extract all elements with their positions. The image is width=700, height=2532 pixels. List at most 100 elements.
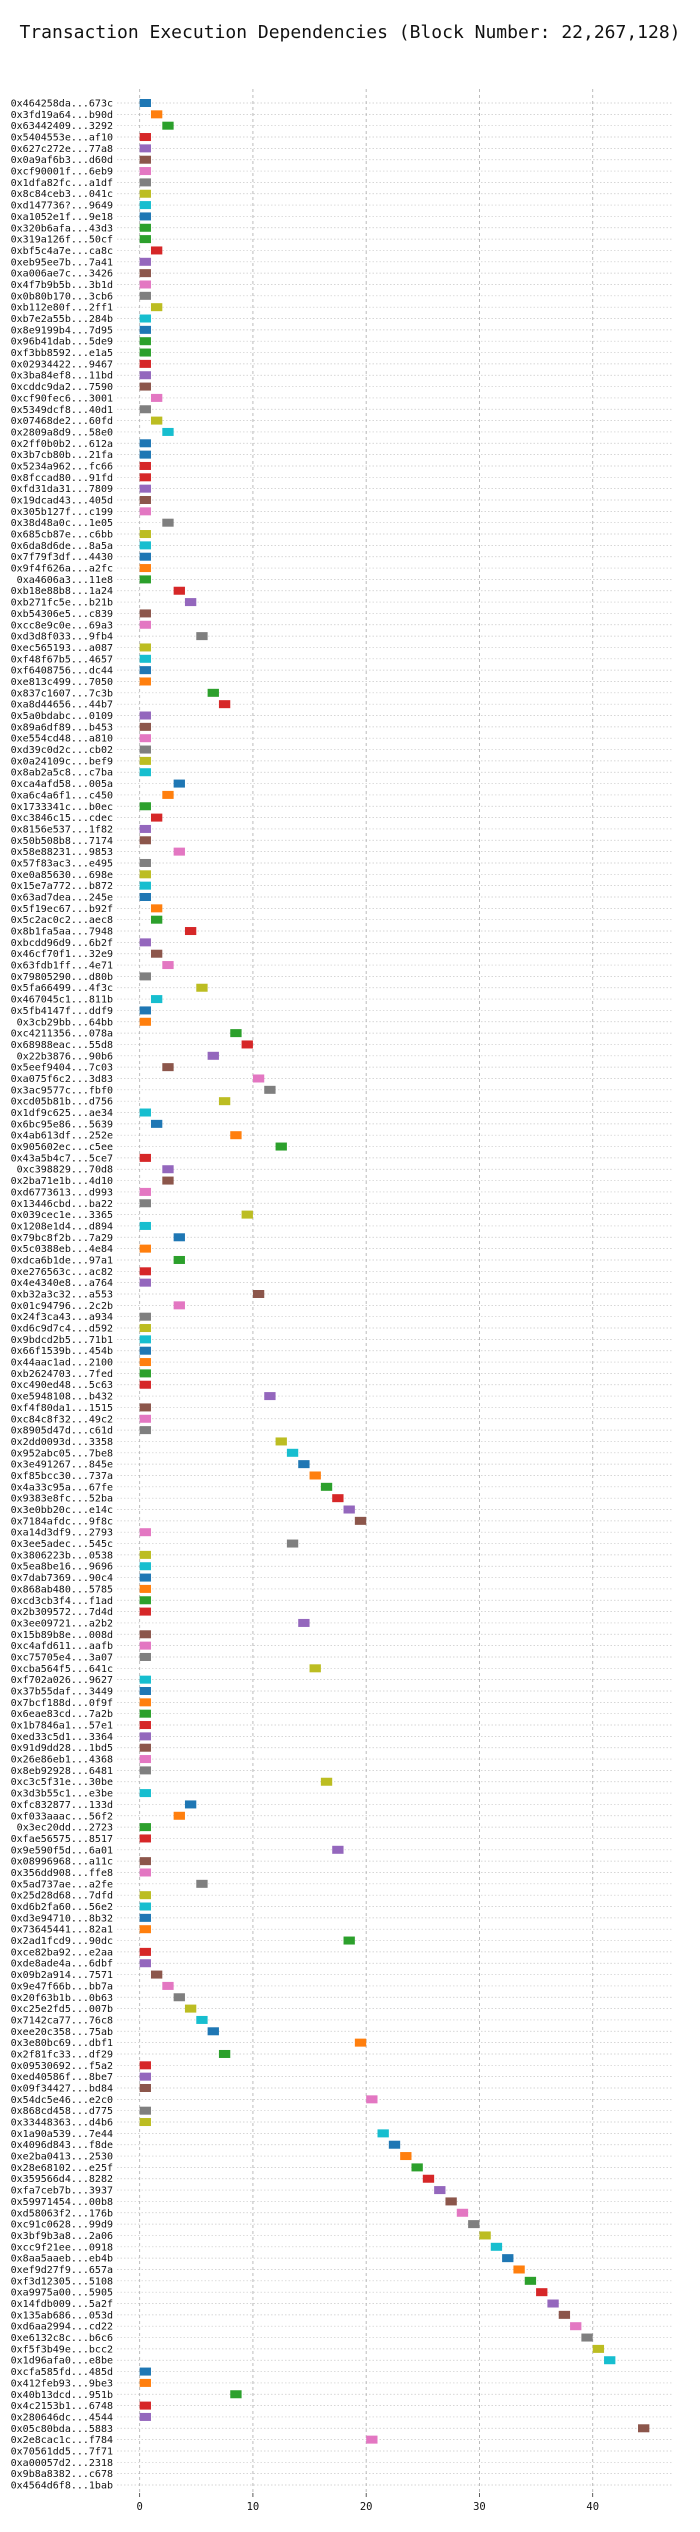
transaction-label: 0x25d28d68...7dfd bbox=[11, 1891, 113, 1902]
transaction-label: 0xa00057d2...2318 bbox=[11, 2458, 113, 2469]
transaction-label: 0x02934422...9467 bbox=[11, 359, 113, 370]
transaction-label: 0xfae56575...8517 bbox=[11, 1834, 113, 1845]
transaction-bar bbox=[354, 2038, 367, 2047]
transaction-bar bbox=[173, 779, 185, 788]
transaction-label: 0x0b80b170...3cb6 bbox=[11, 291, 113, 302]
transaction-bar bbox=[150, 949, 163, 958]
transaction-label: 0x09530692...f5a2 bbox=[11, 2061, 113, 2072]
transaction-bar bbox=[184, 598, 197, 607]
transaction-label: 0x26e86eb1...4368 bbox=[11, 1755, 113, 1766]
transaction-label: 0x63fdb1ff...4e71 bbox=[11, 961, 113, 972]
transaction-label: 0xee20c358...75ab bbox=[11, 2027, 113, 2038]
transaction-bar bbox=[196, 632, 208, 641]
transaction-bar bbox=[388, 2140, 401, 2149]
transaction-label: 0xbf5c4a7e...ca8c bbox=[11, 246, 113, 257]
transaction-label: 0xdca6b1de...97a1 bbox=[11, 1255, 113, 1266]
transaction-bar bbox=[241, 1210, 253, 1219]
transaction-label: 0x3ac9577c...fbf0 bbox=[11, 1085, 113, 1096]
transaction-bar bbox=[139, 575, 151, 584]
transaction-label: 0xf4f80da1...1515 bbox=[11, 1403, 113, 1414]
transaction-bar bbox=[230, 2390, 242, 2399]
transaction-bar bbox=[139, 1789, 151, 1798]
transaction-bar bbox=[524, 2276, 537, 2285]
transaction-bar bbox=[196, 2015, 208, 2024]
transaction-label: 0xa9975a00...5905 bbox=[11, 2288, 113, 2299]
transaction-label: 0x3ee5adec...545c bbox=[11, 1539, 113, 1550]
transaction-label: 0x2b309572...7d4d bbox=[11, 1607, 113, 1618]
transaction-label: 0x952abc05...7be8 bbox=[11, 1448, 113, 1459]
transaction-label: 0xc4211356...078a bbox=[11, 1029, 113, 1040]
transaction-label: 0x8ab2a5c8...c7ba bbox=[11, 768, 113, 779]
transaction-label: 0x319a126f...50cf bbox=[11, 235, 113, 246]
transaction-label: 0x09b2a914...7571 bbox=[11, 1970, 113, 1981]
transaction-bar bbox=[298, 1460, 310, 1469]
transaction-label: 0xfc832877...133d bbox=[11, 1800, 113, 1811]
transaction-bar bbox=[536, 2288, 548, 2297]
transaction-label: 0x039cec1e...3365 bbox=[11, 1210, 113, 1221]
transaction-label: 0x3b7cb80b...21fa bbox=[11, 450, 113, 461]
transaction-bar bbox=[218, 700, 231, 709]
transaction-bar bbox=[139, 541, 151, 550]
transaction-label: 0x22b3876...90b6 bbox=[17, 1051, 113, 1062]
transaction-bar bbox=[139, 881, 151, 890]
transaction-label: 0x96b41dab...5de9 bbox=[11, 337, 113, 348]
transaction-label: 0xc398829...70d8 bbox=[17, 1165, 113, 1176]
transaction-bar bbox=[139, 223, 151, 232]
grid-layer bbox=[117, 89, 672, 2493]
transaction-label: 0x9383e8fc...52ba bbox=[11, 1494, 113, 1505]
transaction-label: 0x0a9af6b3...d60d bbox=[11, 155, 113, 166]
transaction-label: 0xa075f6c2...3d83 bbox=[11, 1074, 113, 1085]
transaction-bar bbox=[139, 677, 151, 686]
transaction-label: 0x464258da...673c bbox=[11, 99, 113, 110]
transaction-label: 0x20f63b1b...0b63 bbox=[11, 1993, 113, 2004]
transaction-label: 0x8905d47d...c61d bbox=[11, 1426, 113, 1437]
transaction-label: 0xa14d3df9...2793 bbox=[11, 1528, 113, 1539]
transaction-bar bbox=[139, 1187, 151, 1196]
transaction-label: 0x1b7846a1...57e1 bbox=[11, 1721, 113, 1732]
transaction-label: 0xc25e2fd5...007b bbox=[11, 2004, 113, 2015]
transaction-bar bbox=[139, 359, 151, 368]
transaction-bar bbox=[309, 1664, 321, 1673]
transaction-bar bbox=[139, 824, 151, 833]
transaction-label: 0x8b1fa5aa...7948 bbox=[11, 927, 113, 938]
transaction-bar bbox=[150, 1119, 163, 1128]
transaction-bar bbox=[139, 1698, 151, 1707]
transaction-label: 0x79bc8f2b...7a29 bbox=[11, 1233, 113, 1244]
transaction-bar bbox=[139, 1959, 151, 1968]
transaction-bar bbox=[139, 768, 151, 777]
transaction-label: 0x868ab480...5785 bbox=[11, 1584, 113, 1595]
transaction-bar bbox=[139, 2412, 151, 2421]
transaction-bar bbox=[502, 2254, 514, 2263]
transaction-label: 0x7dab7369...90c4 bbox=[11, 1573, 113, 1584]
transaction-bar bbox=[445, 2197, 457, 2206]
transaction-label: 0x89a6df89...b453 bbox=[11, 722, 113, 733]
transaction-bar bbox=[558, 2310, 571, 2319]
transaction-bar bbox=[139, 530, 151, 539]
transaction-label: 0xcc9f21ee...0918 bbox=[11, 2242, 113, 2253]
transaction-label: 0x09f34427...bd84 bbox=[11, 2084, 113, 2095]
transaction-bar bbox=[139, 1199, 151, 1208]
transaction-label: 0x3ee09721...a2b2 bbox=[11, 1618, 113, 1629]
transaction-bar bbox=[139, 1244, 151, 1253]
transaction-label: 0x07468de2...60fd bbox=[11, 416, 113, 427]
transaction-label: 0x7142ca77...76c8 bbox=[11, 2015, 113, 2026]
transaction-bar bbox=[139, 337, 151, 346]
transaction-label: 0x1df9c625...ae34 bbox=[11, 1108, 113, 1119]
transaction-bar bbox=[139, 178, 151, 187]
transaction-label: 0xce82ba92...e2aa bbox=[11, 1947, 113, 1958]
transaction-label: 0x4e4340e8...a764 bbox=[11, 1278, 113, 1289]
transaction-label: 0x356dd908...ffe8 bbox=[11, 1868, 113, 1879]
transaction-bar bbox=[332, 1845, 344, 1854]
transaction-label: 0xfd31da31...7809 bbox=[11, 484, 113, 495]
transaction-label: 0xcd05b81b...d756 bbox=[11, 1097, 113, 1108]
transaction-bar bbox=[139, 201, 151, 210]
transaction-bar bbox=[173, 586, 185, 595]
transaction-bar bbox=[320, 1777, 333, 1786]
transaction-label: 0x305b127f...c199 bbox=[11, 507, 113, 518]
transaction-bar bbox=[184, 927, 197, 936]
transaction-bar bbox=[139, 280, 151, 289]
transaction-bar bbox=[150, 303, 163, 312]
transaction-bar bbox=[139, 1732, 151, 1741]
transaction-bar bbox=[139, 450, 151, 459]
transaction-bar bbox=[490, 2242, 503, 2251]
